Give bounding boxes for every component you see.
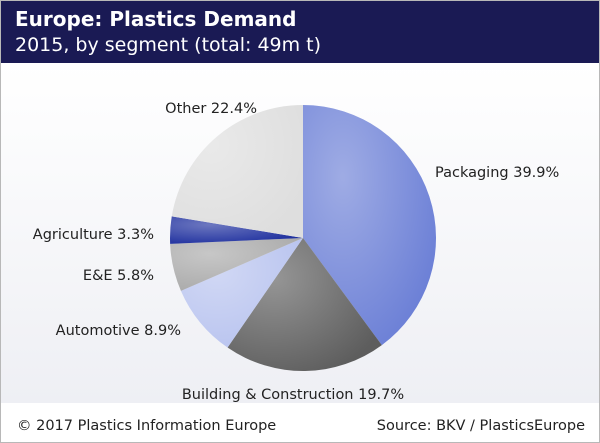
pie-slice-shading [180, 238, 303, 348]
slice-label: Automotive 8.9% [56, 323, 181, 339]
pie-slice-shading [170, 216, 303, 244]
header-banner: Europe: Plastics Demand 2015, by segment… [1, 1, 599, 63]
chart-title: Europe: Plastics Demand [15, 7, 297, 31]
pie-chart: Packaging 39.9% Building & Construction 1… [33, 101, 559, 403]
slice-label: E&E 5.8% [83, 268, 154, 284]
pie-slice-shading [227, 238, 382, 372]
slice-label: Agriculture 3.3% [33, 227, 154, 243]
pie-slice-shading [303, 105, 437, 346]
chart-subtitle: 2015, by segment (total: 49m t) [15, 34, 322, 56]
slice-label: Other 22.4% [165, 101, 257, 117]
copyright-text: © 2017 Plastics Information Europe [17, 418, 277, 434]
pie-chart-area: Packaging 39.9% Building & Construction 1… [1, 63, 599, 403]
source-text: Source: BKV / PlasticsEurope [376, 418, 585, 434]
slice-label: Packaging 39.9% [435, 165, 559, 181]
pie-slice-shading [171, 105, 303, 238]
slice-label: Building & Construction 19.7% [182, 387, 404, 403]
footer: © 2017 Plastics Information Europe Sourc… [1, 403, 599, 442]
pie-slice-shading [170, 238, 303, 291]
